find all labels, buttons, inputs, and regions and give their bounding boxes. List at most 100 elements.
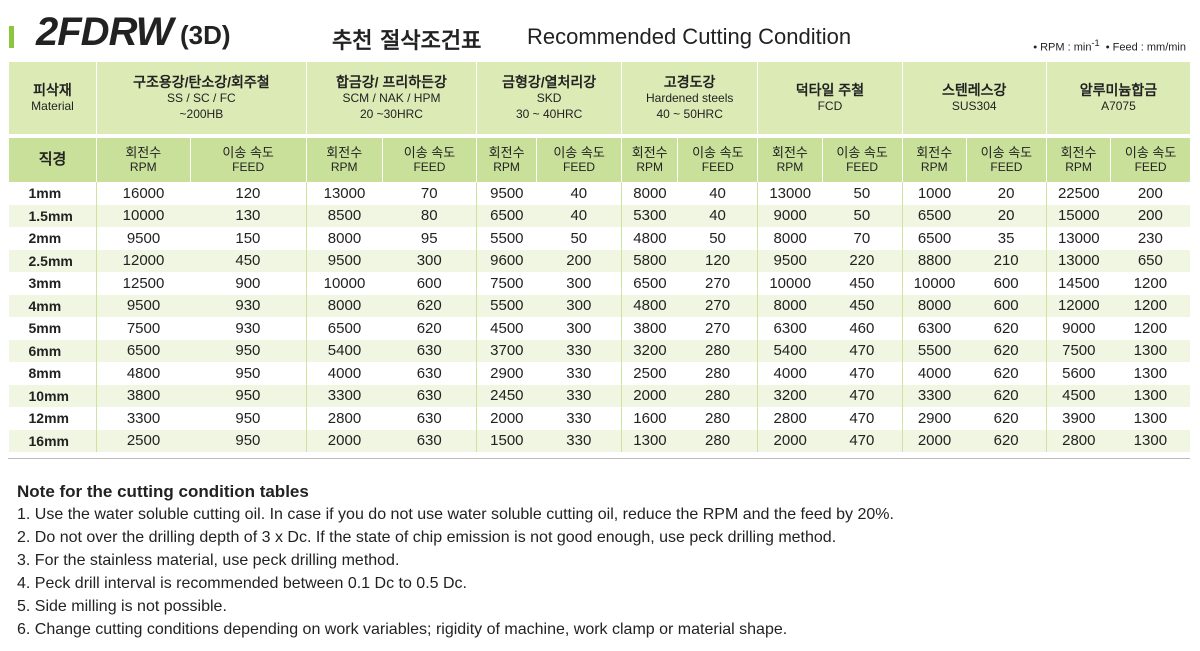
material: 합금강/ 프리하든강 SCM / NAK / HPM 20 ~30HRC xyxy=(305,62,477,136)
cell: 330 xyxy=(536,429,622,452)
material-spec: SS / SC / FC xyxy=(167,91,236,105)
rpm-header: 회전수 RPM xyxy=(901,134,967,182)
cell: 2000 xyxy=(476,407,537,430)
cell: 450 xyxy=(190,249,307,272)
cell: 8000 xyxy=(305,294,383,317)
feed-header-korean: 이송 속도 xyxy=(222,145,274,160)
cell: 3800 xyxy=(96,384,191,407)
cell: 630 xyxy=(382,429,477,452)
cell: 10000 xyxy=(901,272,967,295)
title-suffix: (3D) xyxy=(180,20,231,50)
cell: 1300 xyxy=(1110,429,1190,452)
cell: 4000 xyxy=(901,362,967,385)
cell: 300 xyxy=(382,249,477,272)
cell: 270 xyxy=(677,294,758,317)
cell: 4800 xyxy=(96,362,191,385)
material-name: 합금강/ 프리하든강 xyxy=(336,74,447,90)
cell: 2500 xyxy=(96,429,191,452)
cell: 630 xyxy=(382,384,477,407)
cell: 470 xyxy=(822,384,903,407)
cell: 16000 xyxy=(96,182,191,205)
cell: 5800 xyxy=(621,249,678,272)
rpm-exp: -1 xyxy=(1091,38,1100,48)
diameter: 6mm xyxy=(8,339,97,362)
diameter: 1.5mm xyxy=(8,204,97,227)
cell: 150 xyxy=(235,229,261,247)
cell: 280 xyxy=(677,339,758,362)
cell: 8000 xyxy=(901,294,967,317)
cell: 620 xyxy=(966,429,1047,452)
cell: 9600 xyxy=(476,249,537,272)
feed-header: 이송 속도 FEED xyxy=(677,134,758,182)
cell: 2900 xyxy=(901,407,967,430)
cell: 5400 xyxy=(305,339,383,362)
cell: 270 xyxy=(705,319,731,337)
cell: 1300 xyxy=(1133,364,1168,382)
cell: 330 xyxy=(566,409,592,427)
cell: 13000 xyxy=(1045,249,1111,272)
cell: 280 xyxy=(705,364,731,382)
feed-header: 이송 속도 FEED xyxy=(821,134,903,182)
cell: 50 xyxy=(853,184,871,202)
cell: 450 xyxy=(822,294,903,317)
cell: 2800 xyxy=(305,407,383,430)
rpm-header-english: RPM xyxy=(493,160,520,174)
cutting-table: 피삭재 Material 구조용강/탄소강/회주철 SS / SC / FC ~200H… xyxy=(8,62,1190,452)
feed-unit: Feed : mm/min xyxy=(1112,41,1186,54)
cell: 22500 xyxy=(1045,182,1111,205)
material-spec: 40 ~ 50HRC xyxy=(656,107,723,121)
data-row: 10mm 3800 950 3300 630 2450 330 2000 280 3200 470 3… xyxy=(8,384,1190,407)
cell: 40 xyxy=(677,204,758,227)
material-row: 피삭재 Material 구조용강/탄소강/회주철 SS / SC / FC ~200H… xyxy=(8,62,1190,136)
material-name: 고경도강 xyxy=(663,74,716,90)
cell: 620 xyxy=(416,319,442,337)
feed-header-english: FEED xyxy=(990,160,1023,174)
cell: 470 xyxy=(822,429,903,452)
rpm-header: 회전수 RPM xyxy=(1045,134,1111,182)
data-row: 2.5mm 12000 450 9500 300 9600 200 5800 120 9500 22… xyxy=(8,249,1190,272)
cell: 1300 xyxy=(1110,384,1190,407)
data-row: 1mm 16000 120 13000 70 9500 40 8000 40 13000 50 100… xyxy=(9,182,1191,205)
feed-header-english: FEED xyxy=(563,160,596,174)
cell: 6500 xyxy=(901,227,967,250)
material-spec: Hardened steels xyxy=(645,91,734,105)
cell: 470 xyxy=(822,339,903,362)
material-english: Material xyxy=(31,99,74,113)
cell: 300 xyxy=(566,274,592,292)
notes: Note for the cutting condition tables 1. … xyxy=(17,480,894,641)
cell: 620 xyxy=(993,409,1019,427)
cell: 600 xyxy=(416,274,442,292)
material-spec: FCD xyxy=(817,99,843,113)
material-name: 금형강/열처리강 xyxy=(502,74,597,90)
cell: 630 xyxy=(382,339,477,362)
cell: 620 xyxy=(993,364,1019,382)
feed-header: 이송 속도 FEED xyxy=(1110,134,1190,182)
cell: 600 xyxy=(993,274,1019,292)
rpm-header-korean: 회전수 xyxy=(326,145,363,160)
feed-header-korean: 이송 속도 xyxy=(553,145,605,160)
cell: 5300 xyxy=(621,204,678,227)
note-item: 5. Side milling is not possible. xyxy=(17,598,227,615)
rpm-header-english: RPM xyxy=(1065,160,1092,174)
cell: 2900 xyxy=(476,362,537,385)
material-spec: SUS304 xyxy=(951,99,997,113)
rpm-header: 회전수 RPM xyxy=(621,134,678,182)
cell: 630 xyxy=(416,409,442,427)
cell: 7500 xyxy=(96,317,191,340)
cell: 14500 xyxy=(1045,272,1111,295)
cell: 7500 xyxy=(476,272,537,295)
cell: 70 xyxy=(420,184,438,202)
feed-header-korean: 이송 속도 xyxy=(980,145,1033,160)
diameter: 5mm xyxy=(28,320,62,337)
cell: 3900 xyxy=(1045,407,1111,430)
data-row: 2mm 9500 150 8000 95 5500 50 4800 50 8000 70 6500 35… xyxy=(9,227,1191,250)
cell: 2000 xyxy=(901,429,967,452)
material-spec: ~200HB xyxy=(179,107,224,121)
material: 구조용강/탄소강/회주철 SS / SC / FC ~200HB xyxy=(96,62,307,136)
feed-header-korean: 이송 속도 xyxy=(692,145,744,160)
rpm-header: 회전수 RPM xyxy=(476,134,537,182)
rpm-unit: RPM : min xyxy=(1040,41,1092,54)
cell: 50 xyxy=(570,229,588,247)
material: 고경도강 Hardened steels 40 ~ 50HRC xyxy=(621,62,758,136)
cell: 470 xyxy=(849,364,875,382)
